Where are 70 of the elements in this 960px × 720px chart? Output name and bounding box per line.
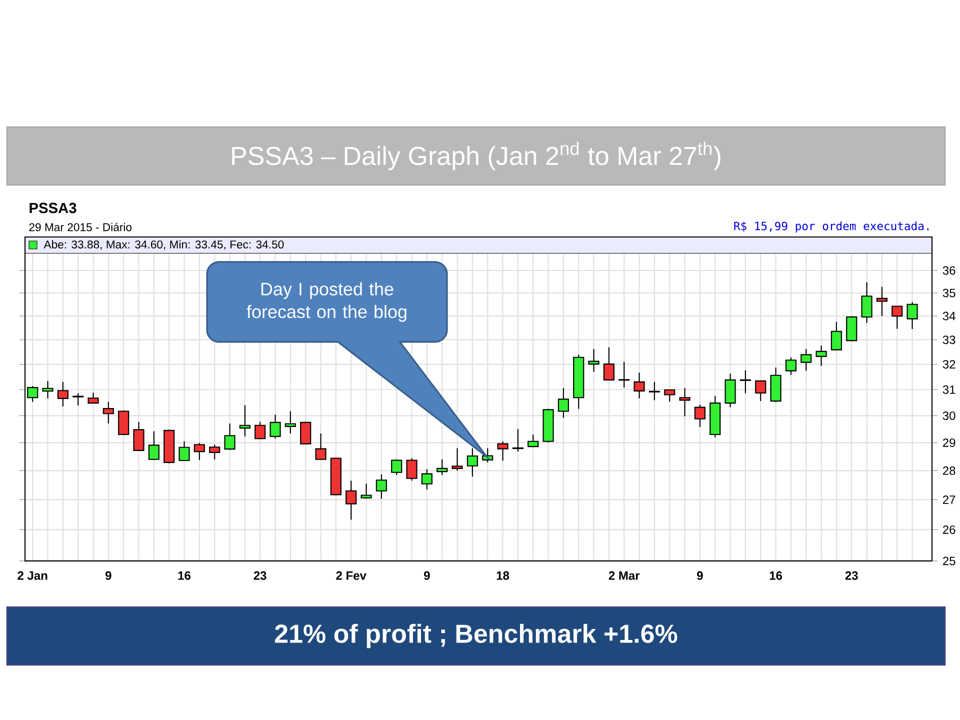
candlestick [102,401,114,424]
x-tick-label: 16 [178,571,190,580]
x-tick-label: 2 Mar [608,571,640,580]
candlestick [406,458,418,482]
x-tick-label: 23 [845,571,858,580]
candlestick [72,392,84,406]
candlestick [876,286,888,317]
candlestick [27,385,38,402]
candlestick [679,388,690,417]
x-tick-label: 2 Fev [336,571,366,580]
candlestick [618,361,630,388]
candlestick [528,434,539,448]
y-tick-label: 34 [942,312,956,320]
x-tick-label: 9 [106,571,112,580]
y-tick-label: 35 [942,288,956,298]
candlestick [603,346,614,380]
text: R$ 15,99 por ordem executada. [734,222,929,232]
candlestick [846,316,858,342]
candlestick [42,380,54,399]
y-tick-label: 31 [942,385,956,394]
candlestick [497,440,508,462]
y-tick-label: 27 [943,495,956,504]
candlestick [816,345,827,366]
candlestick [724,373,736,408]
y-tick-label: 36 [942,266,956,275]
x-tick-label: 18 [496,571,510,580]
candlestick [830,321,842,352]
candlestick [558,388,569,418]
candlestick [892,306,903,330]
candlestick [88,392,99,404]
candlestick [436,458,448,476]
y-tick-label: 30 [942,411,956,420]
text: 29 Mar 2015 - Diário [29,222,132,232]
candlestick [421,468,432,490]
candlestick [148,430,160,460]
x-tick-label: 16 [770,571,782,580]
candlestick [178,440,190,462]
chart-subtitle: PSSA3 [30,202,76,214]
candlestick [512,428,524,452]
candlestick [694,404,706,428]
y-tick-label: 28 [943,466,956,475]
candlestick [634,372,645,399]
y-tick-label: 26 [943,525,956,534]
candlestick [648,381,660,401]
candlestick [785,356,796,376]
candlestick [57,381,68,408]
candlestick [861,282,872,324]
y-tick-label: 32 [942,360,956,369]
candlestick [376,474,387,500]
x-tick-label: 9 [424,571,430,580]
candlestick [664,389,676,402]
y-tick-label: 33 [942,336,956,344]
text: Abe: 33.88, Max: 34.60, Min: 33.45, Fec: 34.50 [44,240,284,250]
candlestick [194,442,205,460]
candlestick [391,458,402,476]
candlestick [740,370,751,394]
candlestick [906,302,918,330]
x-tick-label: 23 [254,571,266,580]
candlestick [800,348,812,372]
x-tick-label: 9 [697,571,703,580]
y-tick-label: 25 [943,556,956,566]
candlestick [588,348,600,372]
text: 21% of profit ; Benchmark +1.6% [274,624,678,648]
candlestick [755,380,766,402]
y-tick-label: 29 [943,438,956,447]
x-tick-label: 2 Jan [18,571,48,580]
candlestick [133,421,144,452]
candlestick [346,480,357,520]
chart-title: PSSA3 – Daily Graph (Jan 2$^{nd}$ to Mar 27$^{th}$) [232,142,720,170]
candlestick [360,483,372,500]
